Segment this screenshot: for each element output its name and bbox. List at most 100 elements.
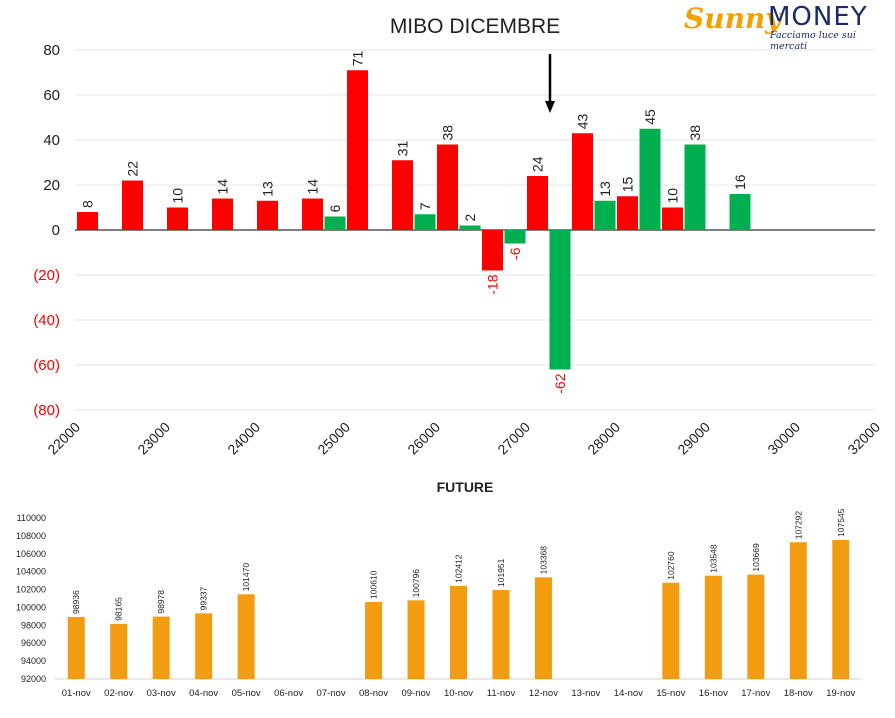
future-title: FUTURE (437, 479, 494, 495)
chart-title: MIBO DICEMBRE (390, 15, 560, 38)
data-label: 2 (462, 214, 478, 222)
future-x-tick-label: 10-nov (444, 688, 473, 699)
future-x-tick-label: 12-nov (529, 688, 558, 699)
bar (437, 144, 458, 230)
data-label: 13 (260, 181, 276, 197)
logo-money-text: MONEY (768, 2, 868, 32)
bar (347, 70, 368, 230)
future-x-tick-label: 14-nov (614, 688, 643, 699)
future-data-label: 107292 (793, 511, 803, 540)
data-label: 15 (620, 176, 636, 192)
bar (594, 200, 616, 230)
future-bar (407, 600, 425, 679)
sunny-money-logo: Sunny MONEY Facciamo luce sui mercati (684, 2, 884, 52)
future-bar (195, 613, 213, 679)
future-y-tick-label: 94000 (21, 656, 46, 666)
bar (257, 200, 278, 230)
future-x-tick-label: 08-nov (359, 688, 388, 699)
x-tick-label: 27000 (494, 419, 533, 458)
future-x-tick-label: 01-nov (62, 688, 91, 699)
bar (729, 194, 751, 230)
bar (167, 207, 188, 230)
future-data-label: 100610 (369, 570, 379, 599)
bar (639, 128, 661, 230)
bar (459, 225, 481, 230)
logo-tagline: Facciamo luce sui mercati (770, 30, 856, 52)
x-tick-label: 24000 (224, 419, 263, 458)
y-tick-label: 40 (43, 132, 60, 149)
bar (414, 214, 436, 230)
data-label: 45 (642, 109, 658, 125)
future-y-tick-label: 106000 (16, 549, 46, 559)
future-y-tick-label: 110000 (17, 513, 46, 523)
future-data-label: 102412 (454, 554, 464, 583)
bar (302, 198, 323, 230)
future-data-label: 103548 (708, 544, 718, 573)
y-tick-label: 60 (43, 87, 60, 104)
future-data-label: 103669 (751, 543, 761, 572)
bar (662, 207, 683, 230)
future-x-tick-label: 13-nov (571, 688, 600, 699)
future-x-tick-label: 07-nov (317, 688, 346, 699)
future-x-tick-label: 09-nov (401, 688, 430, 699)
future-bar (832, 539, 850, 679)
future-bar (237, 594, 255, 679)
data-label: 38 (687, 125, 703, 141)
data-label: 14 (305, 179, 321, 195)
future-bar (534, 577, 552, 679)
x-tick-label: 32000 (844, 419, 883, 458)
future-bar (152, 616, 170, 679)
y-tick-label: (40) (33, 312, 60, 329)
future-x-tick-label: 19-nov (826, 688, 855, 699)
y-tick-label: (60) (33, 357, 60, 374)
x-tick-label: 26000 (404, 419, 443, 458)
future-y-tick-label: 102000 (16, 585, 46, 595)
logo-sunny-text: Sunny (684, 2, 782, 35)
bar (684, 144, 706, 230)
future-data-label: 103368 (538, 546, 548, 575)
data-label: 13 (597, 181, 613, 197)
data-label: 10 (170, 188, 186, 204)
future-bar (450, 585, 467, 679)
future-data-label: 98165 (114, 597, 124, 621)
future-x-tick-label: 06-nov (274, 688, 303, 699)
future-data-label: 101951 (496, 558, 506, 587)
data-label: 43 (575, 113, 591, 129)
future-data-label: 98978 (156, 590, 166, 614)
bar (617, 196, 638, 230)
future-x-tick-label: 17-nov (741, 688, 770, 699)
y-tick-label: (20) (33, 267, 60, 284)
future-data-label: 107545 (836, 508, 846, 537)
future-x-tick-label: 18-nov (784, 688, 813, 699)
future-x-tick-label: 02-nov (104, 688, 133, 699)
future-data-label: 100796 (411, 569, 421, 598)
bar (572, 133, 593, 230)
bar (122, 180, 143, 230)
data-label: 16 (732, 174, 748, 190)
future-y-tick-label: 108000 (16, 531, 46, 541)
future-x-tick-label: 16-nov (699, 688, 728, 699)
bar (324, 216, 346, 230)
y-tick-label: 80 (43, 42, 60, 59)
future-bar (110, 623, 128, 679)
data-label: 8 (80, 200, 96, 208)
y-tick-label: 20 (43, 177, 60, 194)
future-x-tick-label: 15-nov (656, 688, 685, 699)
future-y-tick-label: 104000 (16, 567, 46, 577)
future-y-tick-label: 100000 (16, 602, 46, 612)
bar (504, 230, 526, 244)
annotation-arrow-head (545, 101, 555, 113)
future-bar (662, 582, 680, 679)
x-tick-label: 23000 (134, 419, 173, 458)
future-bar (747, 574, 765, 679)
future-x-tick-label: 11-nov (487, 688, 516, 699)
data-label: 24 (530, 156, 546, 172)
future-bar (704, 575, 722, 679)
bar (77, 212, 98, 230)
data-label: 7 (417, 202, 433, 210)
bar (392, 160, 413, 230)
data-label: 38 (440, 125, 456, 141)
data-label: 71 (350, 50, 366, 66)
x-tick-label: 29000 (674, 419, 713, 458)
